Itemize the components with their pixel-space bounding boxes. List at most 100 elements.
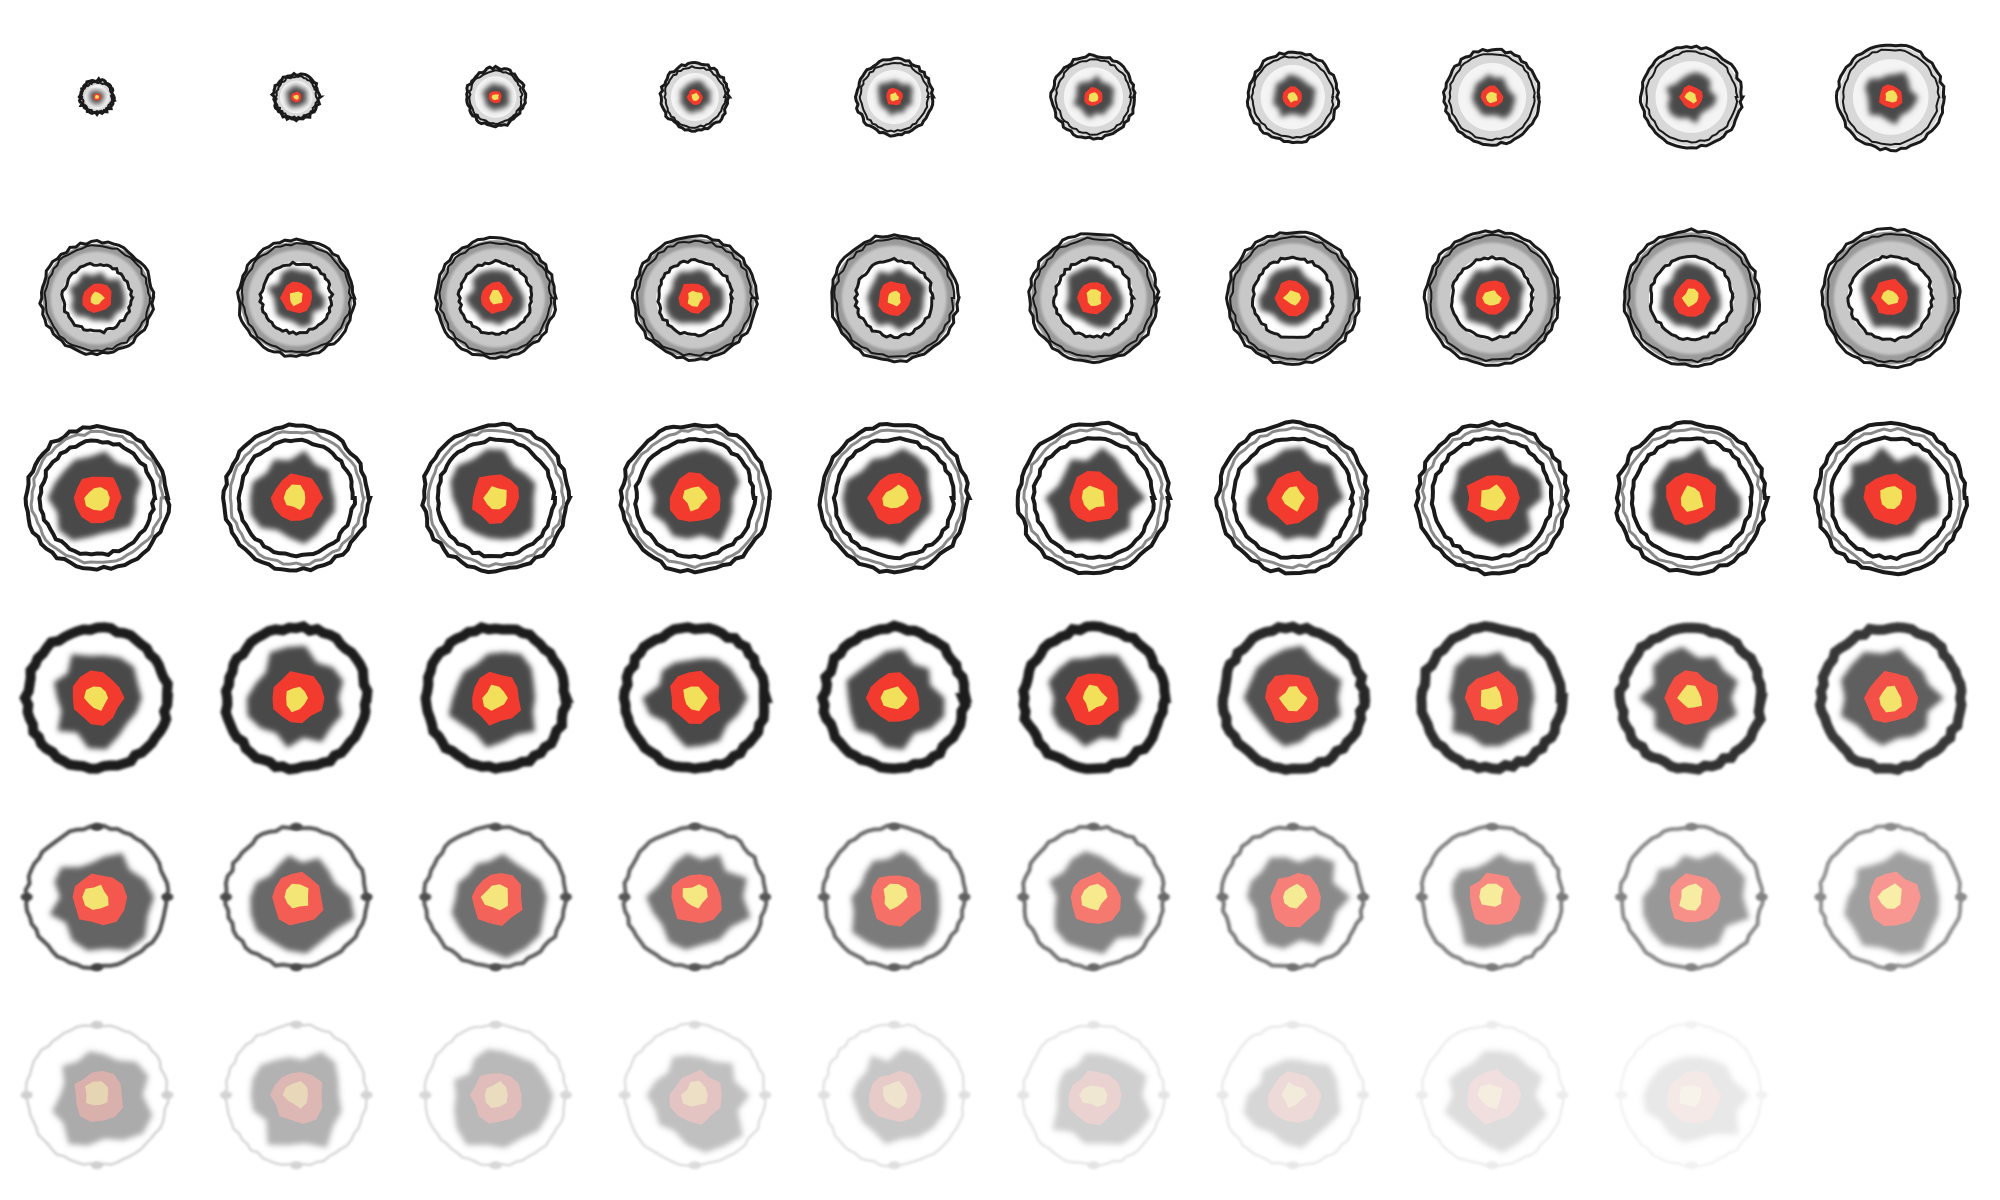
- explosion-frame: [1017, 822, 1170, 972]
- ring-notch: [958, 1091, 971, 1099]
- ring-notch: [888, 1161, 901, 1170]
- ring-notch: [1615, 1091, 1628, 1099]
- outer-ring: [1834, 43, 1946, 153]
- inner-ring: [853, 256, 935, 340]
- ring-notch: [489, 1020, 502, 1029]
- ring-notch: [1157, 893, 1170, 901]
- fire-blob: [1068, 1070, 1122, 1126]
- inner-ring: [1648, 254, 1735, 342]
- ring-notch: [688, 1020, 701, 1029]
- fire-core: [489, 289, 503, 305]
- ring-notch: [1357, 893, 1370, 901]
- explosion-frame: [1049, 52, 1137, 141]
- inner-ring: [1846, 254, 1936, 343]
- fire-core: [1281, 486, 1305, 512]
- ring-notch: [688, 822, 701, 831]
- fire-blob: [270, 1072, 323, 1124]
- outer-ring: [220, 620, 373, 775]
- inner-ring: [1030, 436, 1158, 560]
- fire-core: [1283, 883, 1308, 909]
- fire-core: [883, 1080, 908, 1109]
- fire-core: [887, 290, 901, 307]
- ring-notch: [91, 963, 103, 972]
- smoke-cloud: [851, 1048, 947, 1145]
- ring-notch: [1556, 1091, 1569, 1099]
- outer-ring-2: [1841, 48, 1941, 146]
- explosion-frame: [221, 422, 373, 573]
- explosion-frame: [1614, 420, 1771, 576]
- smoke-cloud: [52, 1051, 153, 1146]
- ring-notch: [1415, 893, 1428, 901]
- fire-core: [1282, 290, 1302, 306]
- explosion-frame: [1422, 229, 1561, 367]
- fire-blob: [1268, 1071, 1322, 1123]
- inner-ring: [258, 260, 335, 336]
- explosion-frame: [23, 423, 172, 572]
- explosion-frame: [38, 238, 156, 357]
- ring-notch: [290, 963, 303, 972]
- outer-ring: [1245, 50, 1341, 145]
- ring-notch: [1685, 963, 1698, 972]
- inner-ring: [1629, 436, 1754, 561]
- inner-ring: [656, 257, 735, 338]
- explosion-frame: [219, 822, 373, 972]
- outer-ring: [1049, 52, 1137, 141]
- inner-ring: [1251, 255, 1335, 339]
- fire-core: [681, 1080, 708, 1107]
- ring-notch: [1017, 893, 1030, 901]
- fire-core: [1885, 90, 1898, 103]
- fire-core: [84, 686, 109, 711]
- ring-notch: [1486, 963, 1499, 972]
- explosion-frame: [1834, 43, 1946, 153]
- explosion-frame: [618, 822, 772, 972]
- explosion-frame: [658, 60, 733, 133]
- outer-ring-2: [1221, 426, 1365, 570]
- fire-blob: [1467, 1069, 1522, 1125]
- explosion-frame: [1015, 420, 1173, 576]
- outer-ring-2: [1250, 55, 1335, 139]
- fire-core: [682, 884, 708, 909]
- inner-ring: [435, 436, 558, 559]
- fire-core: [1879, 685, 1902, 713]
- ring-notch: [888, 822, 901, 831]
- outer-ring: [817, 421, 973, 575]
- fire-blob: [1667, 1070, 1722, 1124]
- fire-core: [880, 686, 908, 710]
- fire-core: [1485, 91, 1498, 104]
- explosion-frame: [817, 421, 973, 575]
- ring-notch: [1685, 1020, 1698, 1029]
- explosion-frame: [419, 822, 572, 972]
- ring-notch: [91, 1020, 103, 1029]
- outer-ring-2: [625, 427, 766, 570]
- ring-notch: [1087, 1020, 1100, 1029]
- outer-ring: [433, 235, 559, 360]
- fire-core: [480, 884, 508, 911]
- outer-ring: [1217, 621, 1371, 775]
- ring-notch: [1415, 1091, 1428, 1099]
- ring-notch: [1884, 822, 1897, 831]
- smoke-cloud: [1243, 1059, 1341, 1149]
- smoke-cloud: [1444, 1050, 1548, 1153]
- ring-notch: [1017, 1091, 1030, 1099]
- outer-ring: [1224, 230, 1361, 366]
- outer-ring: [38, 238, 156, 357]
- ring-notch: [419, 893, 432, 901]
- ring-notch: [817, 893, 830, 901]
- ring-notch: [1087, 822, 1100, 831]
- outer-ring: [830, 233, 961, 364]
- outer-ring: [1027, 232, 1162, 365]
- outer-ring: [269, 71, 325, 123]
- outer-ring-2: [1031, 236, 1156, 359]
- inner-ring: [633, 437, 758, 560]
- fire-core: [1877, 883, 1902, 909]
- outer-ring-2: [468, 69, 524, 126]
- fire-core: [482, 684, 508, 711]
- fire-core: [1479, 883, 1504, 907]
- ring-notch: [20, 893, 33, 901]
- explosion-frame: [1416, 621, 1569, 775]
- fire-blob: [74, 1070, 123, 1122]
- explosion-frame: [618, 422, 772, 575]
- ring-notch: [1357, 1091, 1370, 1099]
- ring-notch: [1286, 1020, 1299, 1029]
